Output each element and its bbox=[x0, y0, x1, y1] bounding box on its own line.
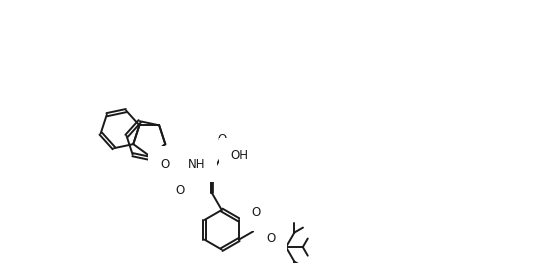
Text: NH: NH bbox=[188, 158, 205, 171]
Text: OH: OH bbox=[231, 149, 249, 162]
Text: O: O bbox=[175, 184, 185, 197]
Text: O: O bbox=[217, 133, 226, 146]
Text: O: O bbox=[251, 206, 260, 219]
Text: O: O bbox=[266, 232, 275, 245]
Text: O: O bbox=[160, 158, 169, 171]
